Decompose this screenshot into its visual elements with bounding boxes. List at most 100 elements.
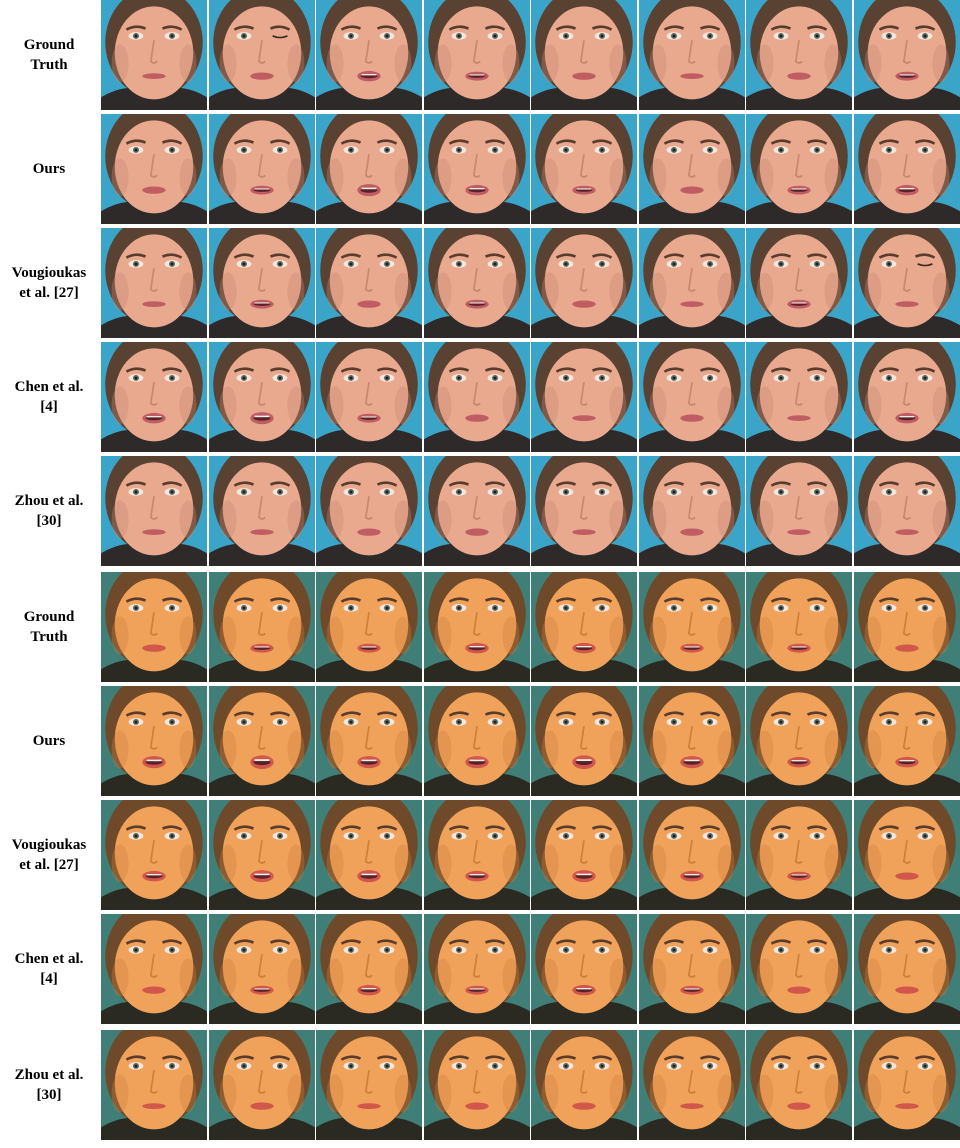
right-eyebrow bbox=[376, 139, 398, 145]
face bbox=[652, 920, 731, 1014]
nose bbox=[902, 268, 911, 292]
nose bbox=[472, 726, 481, 750]
face-image bbox=[853, 342, 960, 452]
nose bbox=[579, 382, 588, 406]
face-image bbox=[638, 1030, 745, 1140]
face bbox=[867, 348, 946, 442]
face bbox=[222, 920, 301, 1014]
nose bbox=[257, 40, 266, 64]
left-eyebrow bbox=[233, 139, 254, 145]
right-eyebrow bbox=[591, 139, 613, 145]
face-image bbox=[746, 228, 852, 338]
video-frame bbox=[853, 1030, 960, 1140]
right-eyebrow bbox=[699, 939, 720, 945]
face-image bbox=[316, 914, 422, 1024]
face-image bbox=[316, 1030, 422, 1140]
left-eyebrow bbox=[878, 25, 899, 31]
face bbox=[437, 920, 516, 1014]
video-frame bbox=[638, 686, 745, 796]
comparison-row: Zhou et al. [30] bbox=[0, 1030, 960, 1140]
left-eyebrow bbox=[663, 711, 684, 717]
face-image bbox=[316, 114, 422, 224]
left-eyebrow bbox=[770, 1055, 792, 1061]
nose bbox=[149, 954, 158, 978]
face bbox=[759, 806, 839, 900]
video-frame bbox=[101, 914, 207, 1024]
left-eyebrow bbox=[340, 825, 362, 831]
face-image bbox=[423, 342, 530, 452]
left-eyebrow bbox=[448, 939, 469, 945]
face bbox=[437, 578, 516, 672]
video-frame bbox=[423, 228, 530, 338]
nose bbox=[579, 496, 588, 520]
face-image bbox=[423, 456, 530, 566]
face bbox=[437, 234, 516, 328]
face-image bbox=[101, 1030, 207, 1140]
face bbox=[759, 348, 839, 442]
video-frame bbox=[746, 572, 852, 682]
right-eyebrow bbox=[591, 597, 613, 603]
left-eyebrow bbox=[555, 25, 577, 31]
right-eyebrow bbox=[699, 597, 720, 603]
left-eyebrow bbox=[125, 25, 147, 31]
video-frame bbox=[316, 914, 422, 1024]
video-frame bbox=[853, 228, 960, 338]
left-eyebrow bbox=[555, 711, 577, 717]
right-eyebrow bbox=[699, 253, 720, 259]
face-image bbox=[423, 914, 530, 1024]
video-frame bbox=[316, 1030, 422, 1140]
right-eyebrow bbox=[484, 711, 505, 717]
mouth bbox=[679, 414, 704, 422]
row-label: Chen et al. [4] bbox=[14, 379, 84, 415]
nose bbox=[149, 840, 158, 864]
mouth bbox=[894, 301, 919, 308]
right-eyebrow bbox=[161, 939, 183, 945]
face-image bbox=[316, 0, 422, 110]
video-frame bbox=[316, 800, 422, 910]
right-eyebrow bbox=[161, 481, 183, 487]
face-image bbox=[423, 572, 530, 682]
right-eyebrow bbox=[699, 481, 720, 487]
face bbox=[652, 462, 731, 556]
face-image bbox=[746, 800, 852, 910]
nose bbox=[687, 612, 696, 636]
face bbox=[652, 234, 731, 328]
video-frame bbox=[638, 228, 745, 338]
right-eyebrow bbox=[376, 711, 398, 717]
right-eyebrow bbox=[161, 597, 183, 603]
nose bbox=[687, 154, 696, 178]
nose bbox=[149, 268, 158, 292]
face-image bbox=[423, 0, 530, 110]
video-frame bbox=[746, 342, 852, 452]
left-eyebrow bbox=[340, 367, 362, 373]
mouth bbox=[142, 186, 166, 194]
nose bbox=[257, 268, 266, 292]
face bbox=[329, 1036, 409, 1130]
right-eyebrow bbox=[269, 25, 290, 31]
left-eyebrow bbox=[663, 825, 684, 831]
comparison-row: Vougioukas et al. [27] bbox=[0, 228, 960, 338]
right-eyebrow bbox=[591, 711, 613, 717]
nose bbox=[687, 1070, 696, 1094]
left-eyebrow bbox=[340, 25, 362, 31]
face bbox=[222, 348, 301, 442]
left-eyebrow bbox=[340, 1055, 362, 1061]
face-image bbox=[853, 456, 960, 566]
left-eyebrow bbox=[770, 367, 792, 373]
face bbox=[222, 6, 301, 100]
mouth bbox=[572, 72, 596, 80]
comparison-row: Ground Truth bbox=[0, 0, 960, 110]
right-eyebrow bbox=[591, 25, 613, 31]
face-image bbox=[101, 914, 207, 1024]
comparison-row: Chen et al. [4] bbox=[0, 914, 960, 1024]
right-eyebrow bbox=[914, 825, 935, 831]
right-eyebrow bbox=[591, 253, 613, 259]
right-eyebrow bbox=[699, 25, 720, 31]
video-frame bbox=[746, 228, 852, 338]
nose bbox=[149, 1070, 158, 1094]
video-frame bbox=[423, 0, 530, 110]
face-image bbox=[101, 686, 207, 796]
left-eyebrow bbox=[663, 597, 684, 603]
face-image bbox=[853, 114, 960, 224]
video-frame bbox=[853, 342, 960, 452]
